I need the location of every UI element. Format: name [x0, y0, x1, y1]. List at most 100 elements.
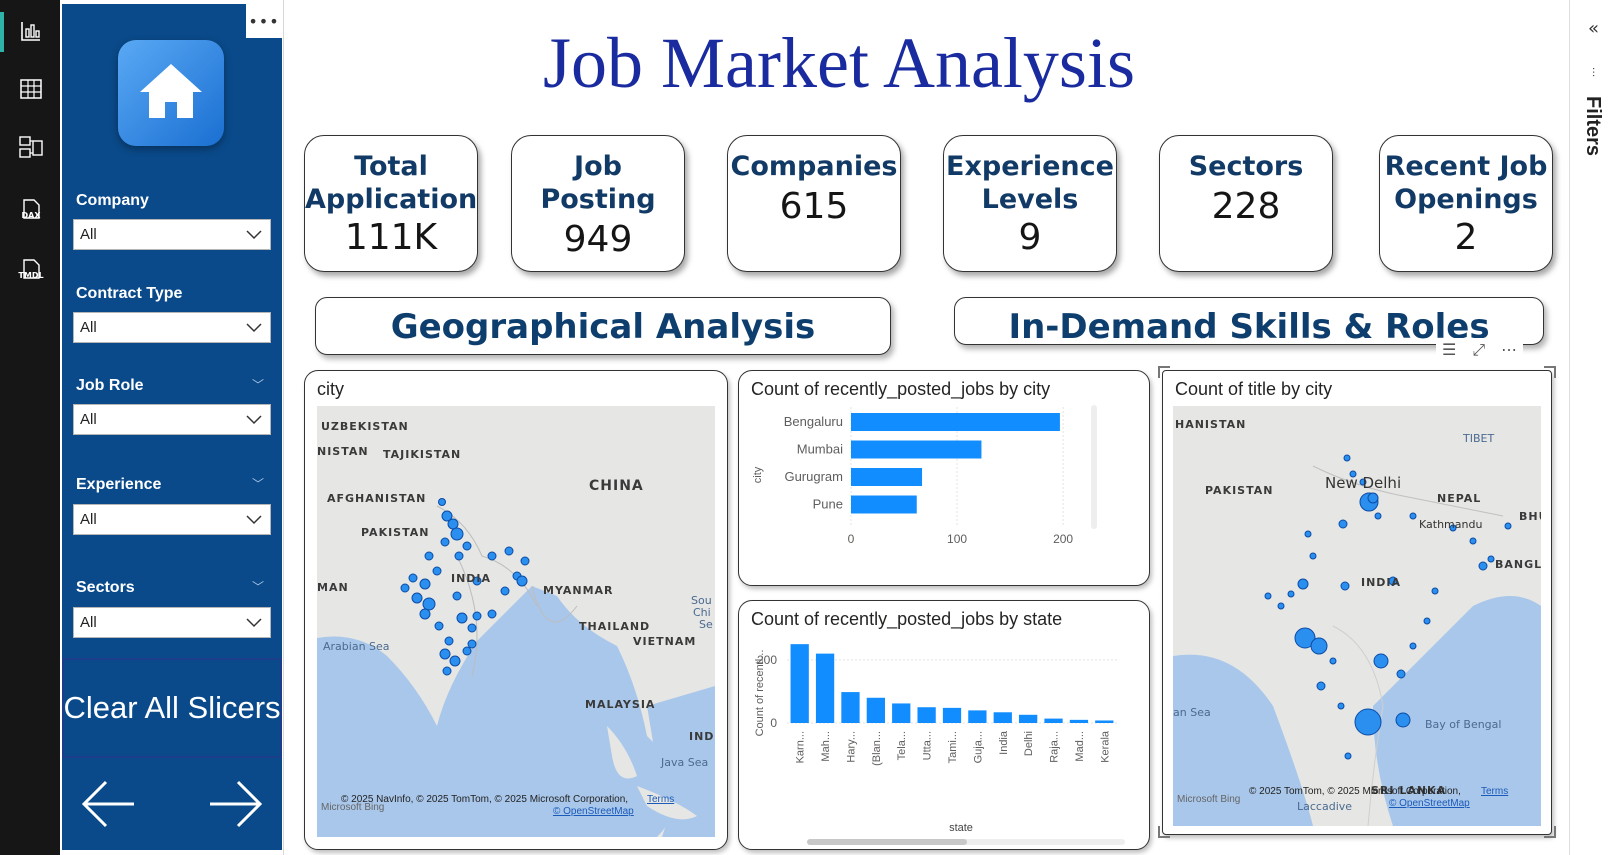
map-label: PAKISTAN: [361, 526, 430, 539]
more-options-icon[interactable]: •••: [246, 4, 282, 38]
bar: [851, 495, 917, 514]
tmdl-label: TMDL: [18, 270, 44, 280]
previous-page-button[interactable]: [78, 778, 138, 830]
experience-dropdown[interactable]: All: [73, 504, 271, 535]
map-label: NISTAN: [317, 445, 369, 458]
map-label: IND: [689, 730, 715, 743]
selection-handle[interactable]: [1158, 366, 1170, 378]
map-title: city: [317, 379, 344, 399]
y-tick-label: 0: [770, 716, 777, 730]
map-label: Java Sea: [661, 756, 709, 769]
map-label: Bay of Bengal: [1425, 718, 1502, 731]
filter-icon[interactable]: ☰: [1442, 340, 1457, 359]
section-in-demand-skills[interactable]: In-Demand Skills & Roles: [954, 297, 1544, 345]
y-axis-title: city: [752, 466, 764, 483]
collapse-chevron-icon[interactable]: ﹀: [252, 378, 265, 392]
company-dropdown[interactable]: All: [73, 219, 271, 250]
bar: [1069, 719, 1089, 723]
slicer-label-experience: Experience: [76, 476, 162, 493]
map-label: THAILAND: [579, 620, 651, 633]
selection-handle[interactable]: [1158, 826, 1170, 838]
kpi-card-sectors[interactable]: Sectors 228: [1159, 135, 1333, 272]
map-label: MALAYSIA: [585, 698, 656, 711]
selection-handle[interactable]: [1544, 366, 1556, 378]
map-osm-link[interactable]: © OpenStreetMap: [1389, 798, 1470, 809]
x-category-label: (Blan...: [871, 731, 883, 766]
map-label: SRI LANKA: [1371, 784, 1447, 797]
x-tick-label: 0: [848, 532, 855, 546]
map-card-city[interactable]: city: [304, 370, 728, 850]
report-view-icon[interactable]: [14, 14, 48, 48]
more-options-icon[interactable]: ⋯: [1501, 340, 1518, 359]
next-page-button[interactable]: [206, 778, 266, 830]
map-terms-link[interactable]: Terms: [647, 794, 675, 805]
section-geographical-analysis[interactable]: Geographical Analysis: [315, 297, 891, 355]
x-category-label: Utta...: [922, 731, 934, 760]
home-button[interactable]: [118, 40, 224, 146]
app-rail: DAX TMDL: [0, 0, 60, 855]
kpi-card-job-posting[interactable]: Job Posting 949: [511, 135, 685, 272]
tmdl-view-icon[interactable]: TMDL: [14, 252, 48, 286]
visual-header-toolbar: ☰ ⤢ ⋯: [1436, 338, 1524, 362]
map-label: TAJIKISTAN: [383, 448, 462, 461]
bar: [851, 440, 982, 459]
collapse-chevron-icon[interactable]: ﹀: [252, 580, 265, 594]
bar: [815, 653, 835, 723]
bar: [841, 692, 860, 723]
selection-handle[interactable]: [1544, 826, 1556, 838]
kpi-value: 9: [1018, 217, 1042, 258]
chevron-down-icon: [246, 617, 262, 627]
map-label: UZBEKISTAN: [321, 420, 409, 433]
collapse-filters-icon[interactable]: «: [1588, 18, 1600, 39]
company-dropdown-value: All: [80, 226, 97, 243]
x-category-label: Karn...: [795, 731, 807, 763]
map-terms-link[interactable]: Terms: [1481, 786, 1509, 797]
map-label: an Sea: [1173, 706, 1211, 719]
clear-all-slicers-button[interactable]: Clear All Slicers: [62, 658, 282, 758]
chevron-down-icon: [246, 414, 262, 424]
table-view-icon[interactable]: [14, 72, 48, 106]
contract-type-dropdown[interactable]: All: [73, 312, 271, 343]
map-label: Laccadive: [1297, 800, 1353, 813]
x-category-label: Tami...: [947, 731, 959, 763]
map-card-title-by-city[interactable]: Count of title by city: [1162, 370, 1552, 835]
bar: [917, 707, 936, 723]
map-osm-link[interactable]: © OpenStreetMap: [553, 806, 634, 817]
model-view-icon[interactable]: [14, 130, 48, 164]
home-icon: [140, 64, 202, 118]
job-role-dropdown[interactable]: All: [73, 404, 271, 435]
filters-pane-label[interactable]: Filters: [1582, 96, 1604, 157]
dax-label: DAX: [21, 210, 41, 220]
x-category-label: Mad...: [1074, 731, 1086, 762]
kpi-value: 111K: [344, 217, 438, 258]
y-axis-title: Count of recentl...: [754, 650, 766, 737]
kpi-card-total-application[interactable]: Total Application 111K: [304, 135, 478, 272]
collapse-chevron-icon[interactable]: ﹀: [252, 477, 265, 491]
chevron-down-icon: [246, 514, 262, 524]
sectors-dropdown[interactable]: All: [73, 607, 271, 638]
filter-icon[interactable]: ⫶: [1592, 66, 1596, 80]
experience-dropdown-value: All: [80, 511, 97, 528]
map-title-by-city[interactable]: HANISTAN PAKISTAN TIBET New Delhi NEPAL …: [1173, 406, 1541, 826]
bar-chart-card-city[interactable]: Count of recently_posted_jobs by city 0 1…: [738, 370, 1150, 586]
kpi-value: 615: [779, 186, 849, 227]
focus-mode-icon[interactable]: ⤢: [1472, 340, 1486, 359]
chart-title: Count of recently_posted_jobs by state: [751, 609, 1063, 629]
x-category-label: Kerala: [1099, 730, 1111, 763]
chevron-down-icon: [246, 229, 262, 239]
kpi-card-recent-job-openings[interactable]: Recent Job Openings 2: [1379, 135, 1553, 272]
map-label: TIBET: [1463, 432, 1495, 445]
map-city[interactable]: UZBEKISTAN TAJIKISTAN NISTAN AFGHANISTAN…: [317, 406, 715, 837]
bar-chart-state: 0 200 Karn... Mah... Hary... (Blan... Tela... U…: [754, 644, 1125, 845]
bing-logo: Microsoft Bing: [321, 802, 385, 813]
bing-logo: Microsoft Bing: [1177, 794, 1241, 805]
bar: [1095, 720, 1114, 723]
slicer-label-company: Company: [76, 192, 149, 209]
dax-query-view-icon[interactable]: DAX: [14, 192, 48, 226]
kpi-card-companies[interactable]: Companies 615: [727, 135, 901, 272]
chevron-down-icon: [246, 322, 262, 332]
kpi-card-experience-levels[interactable]: Experience Levels 9: [943, 135, 1117, 272]
map-title: Count of title by city: [1175, 379, 1333, 399]
bar-chart-card-state[interactable]: Count of recently_posted_jobs by state 0…: [738, 600, 1150, 850]
kpi-label: Sectors: [1188, 151, 1304, 182]
